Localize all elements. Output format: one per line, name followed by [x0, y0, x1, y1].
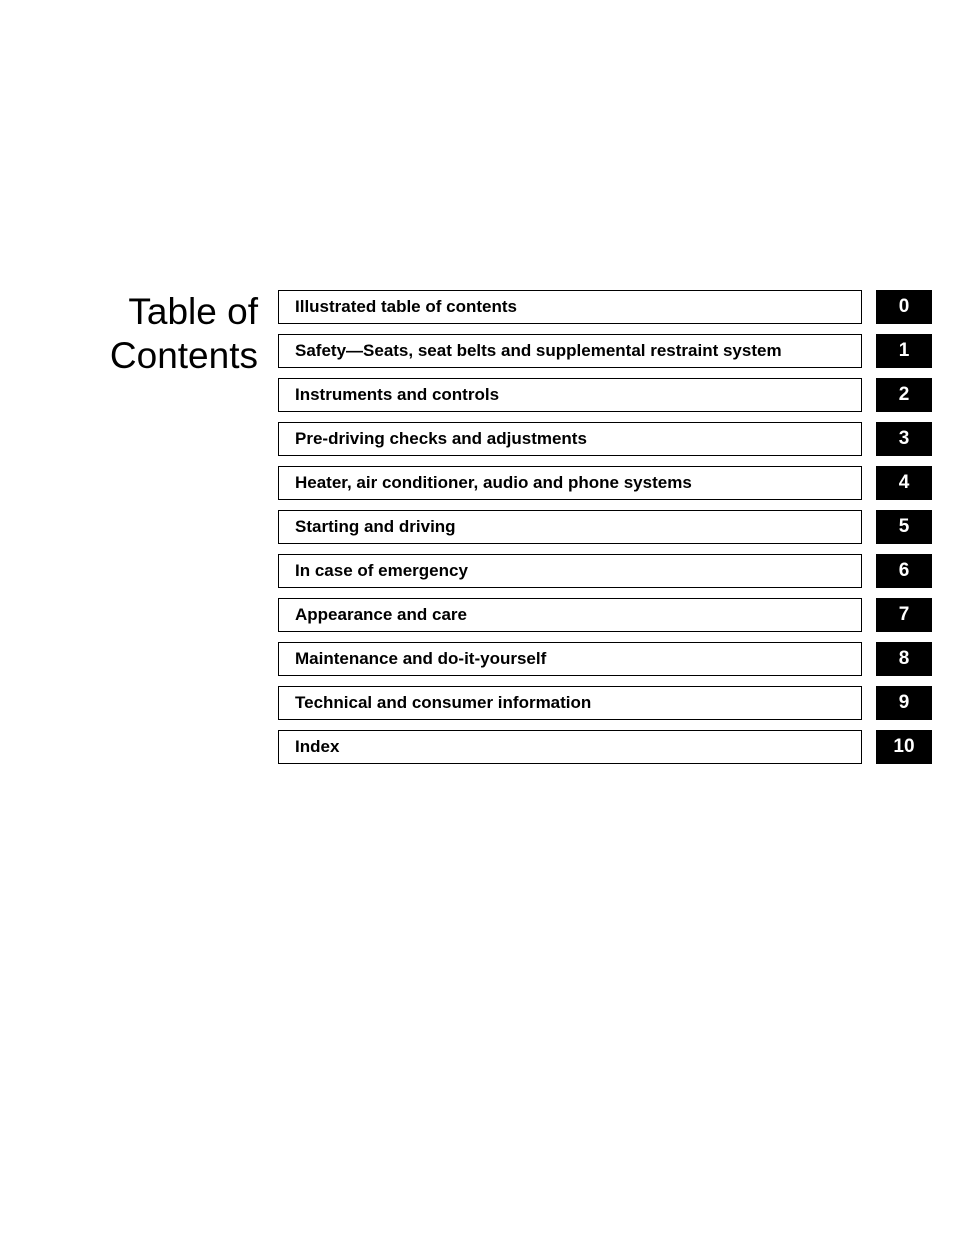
- toc-title: Instruments and controls: [278, 378, 862, 412]
- toc-title: Safety—Seats, seat belts and supplementa…: [278, 334, 862, 368]
- toc-tab: 0: [876, 290, 934, 324]
- toc-gap: [862, 466, 876, 500]
- toc-tab: 7: [876, 598, 934, 632]
- toc-gap: [862, 334, 876, 368]
- toc-gap: [862, 510, 876, 544]
- toc-title: Pre-driving checks and adjustments: [278, 422, 862, 456]
- toc-heading-line2: Contents: [78, 334, 258, 378]
- toc-title: Illustrated table of contents: [278, 290, 862, 324]
- toc-tab: 8: [876, 642, 934, 676]
- toc-heading-line1: Table of: [78, 290, 258, 334]
- toc-title: Technical and consumer information: [278, 686, 862, 720]
- toc-gap: [862, 290, 876, 324]
- toc-row: In case of emergency 6: [278, 554, 954, 588]
- toc-row: Appearance and care 7: [278, 598, 954, 632]
- toc-tab: 5: [876, 510, 934, 544]
- toc-tab: 1: [876, 334, 934, 368]
- toc-title: Heater, air conditioner, audio and phone…: [278, 466, 862, 500]
- toc-gap: [862, 686, 876, 720]
- toc-row: Pre-driving checks and adjustments 3: [278, 422, 954, 456]
- toc-gap: [862, 730, 876, 764]
- toc-row: Starting and driving 5: [278, 510, 954, 544]
- toc-title: Starting and driving: [278, 510, 862, 544]
- toc-tab: 10: [876, 730, 934, 764]
- toc-gap: [862, 554, 876, 588]
- toc-gap: [862, 378, 876, 412]
- toc-tab: 3: [876, 422, 934, 456]
- toc-gap: [862, 598, 876, 632]
- toc-row: Maintenance and do-it-yourself 8: [278, 642, 954, 676]
- toc-tab: 6: [876, 554, 934, 588]
- toc-row: Illustrated table of contents 0: [278, 290, 954, 324]
- toc-tab: 9: [876, 686, 934, 720]
- toc-title: In case of emergency: [278, 554, 862, 588]
- toc-tab: 4: [876, 466, 934, 500]
- toc-title: Appearance and care: [278, 598, 862, 632]
- toc-title: Maintenance and do-it-yourself: [278, 642, 862, 676]
- toc-row: Index 10: [278, 730, 954, 764]
- toc-tab: 2: [876, 378, 934, 412]
- page: Table of Contents Illustrated table of c…: [0, 0, 954, 774]
- toc-row: Heater, air conditioner, audio and phone…: [278, 466, 954, 500]
- toc-column: Illustrated table of contents 0 Safety—S…: [278, 290, 954, 774]
- heading-column: Table of Contents: [78, 290, 278, 774]
- toc-gap: [862, 422, 876, 456]
- toc-row: Instruments and controls 2: [278, 378, 954, 412]
- toc-row: Safety—Seats, seat belts and supplementa…: [278, 334, 954, 368]
- toc-row: Technical and consumer information 9: [278, 686, 954, 720]
- toc-gap: [862, 642, 876, 676]
- toc-title: Index: [278, 730, 862, 764]
